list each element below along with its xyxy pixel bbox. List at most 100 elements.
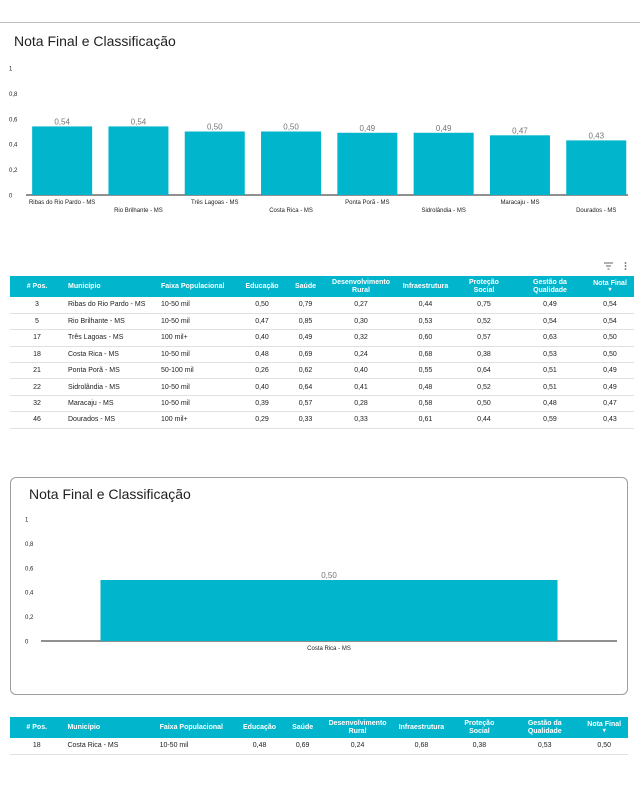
column-header[interactable]: Proteção Social bbox=[449, 717, 510, 738]
ranking-table: # Pos. Município Faixa Populacional Educaçã… bbox=[10, 276, 634, 429]
bar-chart-main: 0 0,2 0,4 0,6 0,8 1 0,54 Ribas do Rio Pardo - M… bbox=[9, 67, 628, 214]
table-toolbar bbox=[596, 262, 627, 272]
table-cell: 0,51 bbox=[513, 378, 586, 396]
column-header[interactable]: Infraestrutura bbox=[393, 717, 450, 738]
table-cell: 0,48 bbox=[513, 395, 586, 413]
column-header[interactable]: Educação bbox=[238, 276, 286, 297]
table-cell: Ribas do Rio Pardo - MS bbox=[64, 297, 157, 314]
bar bbox=[100, 580, 558, 641]
table-cell: 10-50 mil bbox=[157, 346, 238, 364]
chart-title: Nota Final e Classificação bbox=[14, 33, 176, 49]
table-cell: 0,38 bbox=[449, 738, 510, 755]
column-header-label: Educação bbox=[245, 282, 279, 290]
column-header[interactable]: Gestão da Qualidade bbox=[513, 276, 586, 297]
x-tick-label: Ribas do Rio Pardo - MS bbox=[29, 200, 95, 206]
table-cell: 0,60 bbox=[397, 329, 454, 347]
column-header[interactable]: Nota Final ▾ bbox=[585, 276, 634, 297]
column-header-label: Proteção Social bbox=[469, 278, 499, 294]
column-header[interactable]: Saúde bbox=[286, 276, 325, 297]
table-cell: 0,24 bbox=[325, 346, 397, 364]
table-row[interactable]: 22 Sidrolândia - MS 10-50 mil 0,40 0,64 0,41 0… bbox=[10, 378, 634, 396]
table-row[interactable]: 32 Maracaju - MS 10-50 mil 0,39 0,57 0,28 0,58… bbox=[10, 395, 634, 413]
column-header[interactable]: Educação bbox=[235, 717, 284, 738]
table-cell: 0,38 bbox=[453, 346, 514, 364]
table-cell: 0,40 bbox=[325, 362, 397, 380]
table-row[interactable]: 18 Costa Rica - MS 10-50 mil 0,48 0,69 0,24 0,… bbox=[10, 346, 634, 364]
table-cell: Costa Rica - MS bbox=[63, 738, 156, 755]
column-header-label: Infraestrutura bbox=[402, 282, 449, 290]
y-tick-label: 0,6 bbox=[25, 566, 34, 572]
y-tick-label: 0,2 bbox=[25, 615, 34, 621]
table-cell: 0,68 bbox=[397, 346, 454, 364]
column-header[interactable]: Proteção Social bbox=[453, 276, 514, 297]
table-cell: 0,64 bbox=[453, 362, 514, 380]
table-cell: 0,48 bbox=[397, 378, 454, 396]
column-header[interactable]: Faixa Populacional bbox=[157, 276, 238, 297]
column-header-label: Desenvolvimento Rural bbox=[328, 719, 387, 735]
table-cell: 0,50 bbox=[585, 329, 634, 347]
table-cell: Sidrolândia - MS bbox=[64, 378, 157, 396]
table-cell: 0,47 bbox=[585, 395, 634, 413]
filter-icon[interactable] bbox=[604, 262, 616, 272]
table-cell: 0,33 bbox=[325, 411, 397, 429]
table-cell: 0,68 bbox=[393, 738, 450, 755]
table-row[interactable]: 17 Três Lagoas - MS 100 mil+ 0,40 0,49 0,32 0,… bbox=[10, 329, 634, 347]
table-cell: 0,64 bbox=[286, 378, 325, 396]
table-cell: 0,44 bbox=[397, 297, 454, 314]
table-row[interactable]: 5 Rio Brilhante - MS 10-50 mil 0,47 0,85 0,30… bbox=[10, 313, 634, 331]
column-header-label: Infraestrutura bbox=[398, 723, 445, 731]
table-cell: 0,40 bbox=[238, 378, 286, 396]
column-header[interactable]: Faixa Populacional bbox=[155, 717, 236, 738]
column-header[interactable]: # Pos. bbox=[10, 276, 64, 297]
y-tick-label: 1 bbox=[9, 67, 13, 73]
data-label: 0,50 bbox=[283, 123, 299, 132]
x-tick-label: Costa Rica - MS bbox=[307, 646, 351, 652]
bar bbox=[337, 132, 398, 195]
bar bbox=[32, 126, 93, 195]
table-row[interactable]: 18 Costa Rica - MS 10-50 mil 0,48 0,69 0,24 0,… bbox=[10, 738, 628, 755]
table-cell: 0,29 bbox=[238, 411, 286, 429]
column-header[interactable]: Desenvolvimento Rural bbox=[321, 717, 394, 738]
column-header[interactable]: Município bbox=[63, 717, 156, 738]
table-cell: 0,54 bbox=[513, 313, 586, 331]
y-tick-label: 0,2 bbox=[9, 168, 18, 174]
x-tick-label: Sidrolândia - MS bbox=[421, 208, 465, 214]
table-cell: 0,49 bbox=[286, 329, 325, 347]
column-header-label: Educação bbox=[243, 723, 277, 731]
table-cell: 32 bbox=[10, 395, 64, 413]
column-header-label: Saúde bbox=[292, 723, 314, 731]
table-row[interactable]: 46 Dourados - MS 100 mil+ 0,29 0,33 0,33 0,61 0… bbox=[10, 411, 634, 429]
y-tick-label: 0,4 bbox=[25, 591, 34, 597]
column-header[interactable]: Gestão da Qualidade bbox=[509, 717, 581, 738]
bar bbox=[184, 131, 245, 195]
table-row[interactable]: 21 Ponta Porã - MS 50-100 mil 0,26 0,62 0,40 0… bbox=[10, 362, 634, 380]
x-tick-label: Dourados - MS bbox=[576, 208, 616, 214]
column-header-label: Nota Final bbox=[587, 721, 622, 728]
column-header[interactable]: Saúde bbox=[283, 717, 322, 738]
column-header[interactable]: # Pos. bbox=[10, 717, 64, 738]
top-divider bbox=[0, 22, 640, 23]
column-header[interactable]: Infraestrutura bbox=[397, 276, 454, 297]
table-cell: 0,62 bbox=[286, 362, 325, 380]
sort-desc-icon[interactable]: ▾ bbox=[608, 287, 612, 293]
x-tick-label: Ponta Porã - MS bbox=[345, 200, 389, 206]
sort-desc-icon[interactable]: ▾ bbox=[602, 728, 606, 734]
y-tick-label: 1 bbox=[25, 518, 29, 524]
table-cell: 0,33 bbox=[286, 411, 325, 429]
y-tick-label: 0 bbox=[9, 194, 13, 200]
table-row[interactable]: 3 Ribas do Rio Pardo - MS 10-50 mil 0,50 0,7… bbox=[10, 297, 634, 314]
table-cell: 0,48 bbox=[238, 346, 286, 364]
table-cell: 0,28 bbox=[325, 395, 397, 413]
column-header[interactable]: Município bbox=[64, 276, 157, 297]
table-cell: 0,58 bbox=[397, 395, 454, 413]
column-header[interactable]: Nota Final ▾ bbox=[580, 717, 628, 738]
table-cell: 22 bbox=[10, 378, 64, 396]
column-header[interactable]: Desenvolvimento Rural bbox=[325, 276, 397, 297]
table-cell: 0,54 bbox=[585, 313, 634, 331]
more-vert-icon[interactable] bbox=[624, 262, 627, 272]
x-tick-label: Costa Rica - MS bbox=[269, 208, 313, 214]
table-cell: 0,39 bbox=[238, 395, 286, 413]
bar bbox=[413, 132, 474, 195]
table-cell: Costa Rica - MS bbox=[64, 346, 157, 364]
data-label: 0,54 bbox=[54, 117, 70, 126]
